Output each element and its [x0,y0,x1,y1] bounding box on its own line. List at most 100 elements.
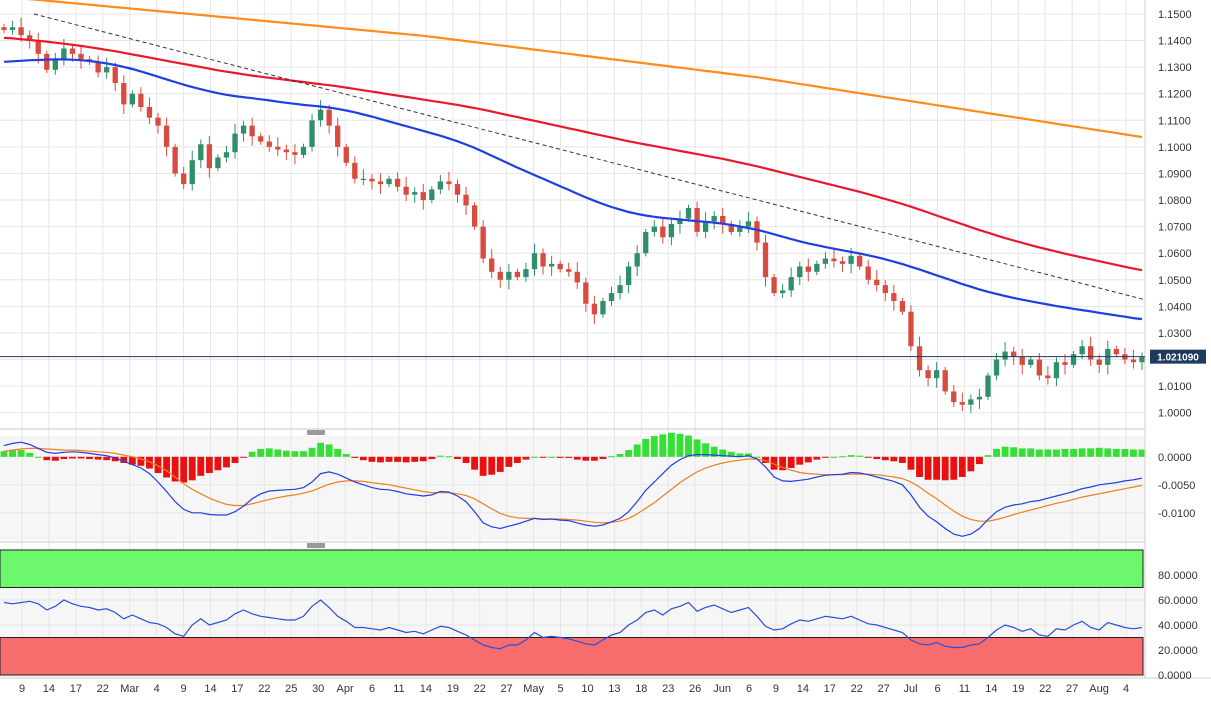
macd-histogram-bar [941,456,949,481]
macd-histogram-bar [582,456,590,461]
candle-body [1070,354,1077,365]
candle-body [788,277,794,291]
candle-body [1139,357,1145,363]
candle-body [369,178,375,182]
macd-histogram-bar [1112,448,1120,457]
macd-histogram-bar [26,452,34,457]
time-tick-label: 10 [581,683,593,695]
candle-body [258,136,264,142]
candle-body [677,218,683,224]
candle-body [352,162,358,179]
macd-tick-label: -0.0050 [1158,480,1195,492]
panel-resize-handle-2[interactable] [307,543,325,548]
macd-histogram-bar [394,456,402,462]
candle-body [44,53,50,70]
candle-body [617,285,623,294]
macd-histogram-bar [787,456,795,468]
macd-histogram-bar [128,456,136,465]
candle-body [95,61,101,73]
macd-histogram-bar [531,456,538,458]
macd-histogram-bar [916,456,923,477]
macd-histogram-bar [359,456,367,461]
price-tick-label: 1.1200 [1158,89,1192,101]
candle-body [608,293,615,302]
candle-body [309,120,315,147]
candle-body [129,93,135,105]
macd-histogram-bar [813,456,821,460]
macd-histogram-bar [950,456,958,480]
candle-body [523,269,529,278]
time-tick-label: 6 [369,683,375,695]
current-price-label: 1.021090 [1157,353,1199,364]
candle-body [463,194,469,206]
candle-body [634,253,640,267]
candle-body [643,231,649,254]
time-tick-label: 19 [1012,683,1024,695]
rsi-oversold-zone [0,637,1144,676]
candle-body [959,402,965,405]
candle-body [1130,359,1137,363]
candle-body [497,271,503,280]
macd-histogram-bar [608,456,615,458]
macd-histogram-bar [522,456,530,460]
candle-body [728,223,734,232]
candle-body [1036,359,1042,376]
time-tick-label: 27 [1066,683,1078,695]
candle-body [386,178,392,185]
macd-histogram-bar [710,446,718,457]
price-tick-label: 1.1000 [1158,142,1192,154]
macd-histogram-bar [454,456,461,460]
time-tick-label: Aug [1089,683,1109,695]
candle-body [557,263,563,270]
time-tick-label: 14 [204,683,216,695]
price-tick-label: 1.1100 [1158,115,1191,127]
sma-fast-line [3,58,1143,321]
price-tick-label: 1.1400 [1158,36,1192,48]
macd-histogram-bar [34,456,42,458]
macd-histogram-bar [898,456,906,463]
time-tick-label: 27 [501,683,513,695]
macd-histogram-bar [308,447,316,457]
macd-histogram-bar [445,456,453,458]
candle-body [69,48,76,54]
macd-histogram-bar [839,456,846,458]
macd-histogram-bar [240,456,248,458]
macd-histogram-bar [685,435,692,457]
candle-body [1062,362,1068,365]
candle-body [78,53,84,60]
price-tick-label: 1.0000 [1158,408,1192,420]
time-tick-label: 14 [420,683,432,695]
macd-histogram-bar [693,439,701,457]
macd-histogram-bar [154,456,162,474]
panel-resize-handle-1[interactable] [307,430,325,435]
macd-signal-line [3,447,1143,524]
candle-body [1113,348,1119,355]
time-tick-label: 22 [474,683,486,695]
price-tick-label: 1.0500 [1158,275,1192,287]
macd-histogram-bar [513,456,521,463]
candle-body [249,125,255,137]
candle-body [240,125,247,134]
candle-body [566,269,572,272]
macd-histogram-bar [342,454,350,457]
macd-histogram-bar [1138,449,1146,457]
macd-histogram-bar [650,436,658,457]
candle-body [814,263,820,272]
macd-histogram-bar [197,456,205,476]
time-tick-label: 13 [608,683,620,695]
macd-histogram-bar [257,448,265,457]
candle-body [1079,346,1085,355]
macd-histogram-bar [821,456,829,458]
macd-histogram-bar [856,455,864,457]
macd-histogram-bar [385,456,393,462]
macd-histogram-bar [43,456,51,461]
candle-body [745,221,752,227]
candle-body [831,258,837,262]
candle-body [27,35,33,41]
price-tick-label: 1.1300 [1158,62,1192,74]
macd-histogram-bar [274,449,282,457]
price-tick-label: 1.0800 [1158,195,1192,207]
macd-panel-bg [0,436,1145,540]
candle-body [189,160,195,185]
macd-histogram-bar [282,450,290,457]
